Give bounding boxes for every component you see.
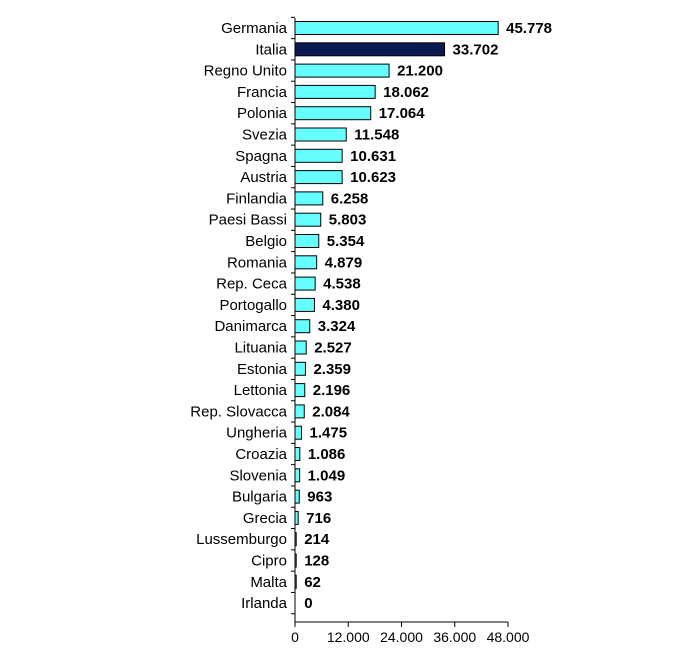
category-label-estonia: Estonia (237, 361, 288, 378)
bar-rep-ceca (294, 276, 316, 291)
category-label-lettonia: Lettonia (234, 382, 288, 399)
axis-layer: 0 12.000 24.000 36.000 48.000 (291, 16, 530, 645)
category-label-italia: Italia (255, 41, 287, 58)
value-label-francia: 18.062 (383, 84, 429, 101)
x-tick-label: 24.000 (380, 629, 423, 645)
value-label-slovenia: 1.049 (308, 467, 346, 484)
value-label-italia: 33.702 (453, 41, 499, 58)
category-label-polonia: Polonia (237, 105, 288, 122)
category-label-finlandia: Finlandia (226, 190, 288, 207)
value-label-austria: 10.623 (350, 169, 396, 186)
bar-polonia (294, 106, 372, 121)
bar-croazia (294, 447, 301, 461)
category-label-malta: Malta (250, 574, 287, 591)
bar-romania (294, 255, 318, 270)
value-label-irlanda: 0 (304, 595, 312, 612)
value-label-regno-unito: 21.200 (397, 63, 443, 80)
category-label-romania: Romania (227, 254, 288, 271)
value-label-rep-slovacca: 2.084 (312, 403, 350, 420)
category-label-spagna: Spagna (235, 148, 287, 165)
bar-bulgaria (294, 489, 300, 504)
bar-danimarca (294, 319, 311, 334)
bar-estonia (294, 361, 306, 376)
value-label-danimarca: 3.324 (318, 318, 356, 335)
value-label-belgio: 5.354 (327, 233, 365, 250)
value-label-croazia: 1.086 (308, 446, 346, 463)
bar-germania (294, 21, 499, 35)
category-label-austria: Austria (240, 169, 287, 186)
x-tick-label: 48.000 (487, 629, 530, 645)
value-label-ungheria: 1.475 (310, 425, 348, 442)
value-label-polonia: 17.064 (379, 105, 426, 122)
value-label-cipro: 128 (304, 553, 329, 570)
bar-belgio (294, 234, 320, 248)
bar-finlandia (294, 191, 324, 206)
bar-rep-slovacca (294, 404, 305, 419)
value-label-spagna: 10.631 (350, 148, 396, 165)
x-tick-label: 36.000 (433, 629, 476, 645)
bar-lituania (294, 340, 307, 355)
category-label-croazia: Croazia (235, 446, 287, 463)
bar-lettonia (294, 383, 306, 398)
category-label-irlanda: Irlanda (241, 595, 288, 612)
bar-slovenia (294, 468, 301, 483)
value-label-bulgaria: 963 (307, 489, 332, 506)
category-label-bulgaria: Bulgaria (232, 489, 288, 506)
category-label-belgio: Belgio (245, 233, 287, 250)
category-label-svezia: Svezia (242, 127, 288, 144)
category-label-rep-ceca: Rep. Ceca (216, 276, 288, 293)
bars-layer: Germania 45.778 Italia 33.702 Regno Unito 21.… (190, 20, 552, 612)
bar-regno-unito (294, 63, 390, 78)
bar-portogallo (294, 297, 315, 312)
category-label-cipro: Cipro (251, 553, 287, 570)
category-label-danimarca: Danimarca (214, 318, 287, 335)
value-label-lussemburgo: 214 (304, 531, 330, 548)
value-label-finlandia: 6.258 (331, 190, 369, 207)
value-label-malta: 62 (304, 574, 321, 591)
bar-paesi-bassi (294, 212, 322, 227)
category-label-rep-slovacca: Rep. Slovacca (190, 403, 287, 420)
value-label-lettonia: 2.196 (313, 382, 351, 399)
x-tick-label: 12.000 (327, 629, 370, 645)
category-label-grecia: Grecia (243, 510, 288, 527)
category-label-paesi-bassi: Paesi Bassi (209, 212, 287, 229)
value-label-svezia: 11.548 (354, 127, 399, 144)
category-label-germania: Germania (221, 20, 288, 37)
bar-italia (294, 42, 446, 57)
value-label-rep-ceca: 4.538 (323, 276, 361, 293)
value-label-romania: 4.879 (325, 254, 363, 271)
value-label-estonia: 2.359 (313, 361, 351, 378)
category-label-portogallo: Portogallo (219, 297, 287, 314)
value-label-portogallo: 4.380 (322, 297, 360, 314)
value-label-paesi-bassi: 5.803 (329, 212, 367, 229)
bar-austria (294, 170, 343, 185)
bar-svezia (294, 127, 347, 142)
category-label-slovenia: Slovenia (229, 467, 287, 484)
x-tick-label: 0 (291, 629, 299, 645)
category-label-lituania: Lituania (234, 340, 287, 357)
bar-spagna (294, 148, 343, 163)
value-label-grecia: 716 (306, 510, 331, 527)
value-label-germania: 45.778 (506, 20, 552, 37)
category-label-regno-unito: Regno Unito (204, 63, 287, 80)
value-label-lituania: 2.527 (314, 340, 352, 357)
bar-ungheria (294, 425, 303, 440)
category-label-ungheria: Ungheria (226, 425, 288, 442)
category-label-francia: Francia (237, 84, 288, 101)
category-label-lussemburgo: Lussemburgo (196, 531, 287, 548)
bar-francia (294, 84, 376, 99)
